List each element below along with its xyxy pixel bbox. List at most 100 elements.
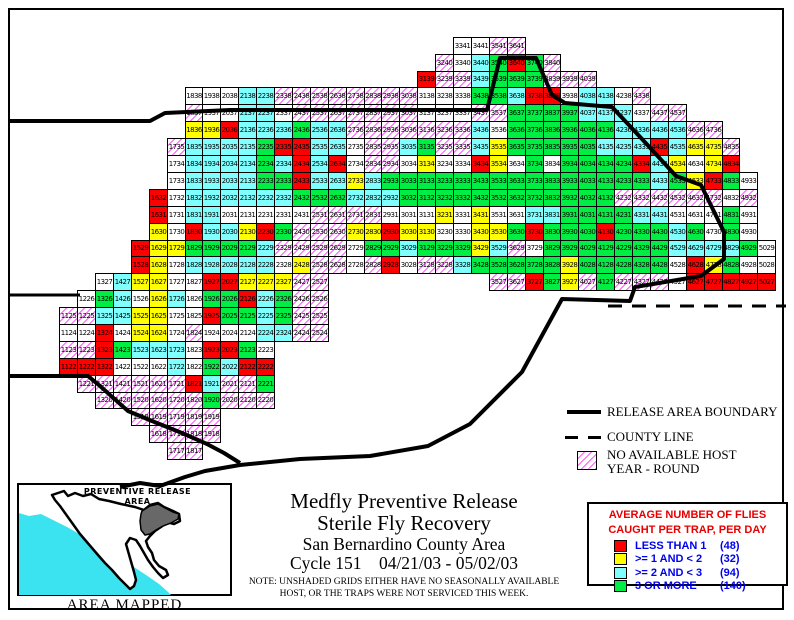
grid-cell-2528: 2528	[310, 256, 329, 274]
grid-cell-2537: 2537	[310, 104, 329, 122]
grid-cell-2033: 2033	[220, 172, 239, 190]
grid-cell-3938: 3938	[560, 87, 579, 105]
grid-cell-2838: 2838	[364, 87, 382, 105]
grid-cell-2226: 2226	[256, 290, 275, 308]
grid-cell-1321: 1321	[95, 375, 114, 393]
grid-cell-1820: 1820	[185, 392, 203, 409]
grid-cell-2334: 2334	[274, 155, 293, 173]
grid-cell-4130: 4130	[596, 223, 615, 241]
grid-cell-4230: 4230	[614, 223, 633, 241]
grid-cell-4327: 4327	[632, 273, 651, 291]
grid-cell-4033: 4033	[578, 172, 597, 190]
fly-legend-item: >= 1 AND < 2 (32)	[589, 553, 786, 566]
grid-cell-3230: 3230	[435, 223, 454, 241]
grid-cell-1732: 1732	[167, 189, 186, 207]
grid-cell-1622: 1622	[149, 358, 168, 376]
grid-cell-3936: 3936	[560, 121, 579, 139]
grid-cell-3037: 3037	[399, 104, 418, 122]
grid-cell-4531: 4531	[668, 206, 687, 224]
grid-cell-1734: 1734	[167, 155, 186, 173]
grid-cell-3630: 3630	[507, 223, 526, 241]
grid-cell-3138: 3138	[417, 87, 436, 105]
grid-cell-4138: 4138	[596, 87, 615, 105]
grid-cell-2235: 2235	[256, 138, 275, 156]
grid-cell-1223: 1223	[77, 341, 96, 359]
county-line-swatch	[565, 436, 603, 439]
grid-cell-2933: 2933	[381, 172, 400, 190]
grid-cell-2028: 2028	[220, 256, 239, 274]
map-title-line1: Medfly Preventive Release	[290, 489, 518, 513]
grid-cell-1628: 1628	[149, 256, 168, 274]
grid-cell-2134: 2134	[238, 155, 257, 173]
grid-cell-3530: 3530	[489, 223, 508, 241]
grid-cell-2133: 2133	[238, 172, 257, 190]
grid-cell-1725: 1725	[167, 307, 186, 325]
grid-cell-1921: 1921	[202, 375, 221, 393]
grid-cell-2829: 2829	[364, 240, 382, 257]
grid-cell-2326: 2326	[274, 290, 293, 308]
grid-cell-2830: 2830	[364, 223, 382, 241]
fly-legend-color-swatch	[614, 566, 627, 579]
grid-cell-3433: 3433	[471, 172, 490, 190]
grid-cell-4330: 4330	[632, 223, 651, 241]
grid-cell-2138: 2138	[238, 87, 257, 105]
grid-cell-4127: 4127	[596, 273, 615, 291]
grid-cell-3640: 3640	[507, 54, 526, 72]
grid-cell-3032: 3032	[399, 189, 418, 207]
grid-cell-3038: 3038	[399, 87, 418, 105]
grid-cell-4135: 4135	[596, 138, 615, 156]
fly-legend-item: >= 2 AND < 3 (94)	[589, 566, 786, 580]
grid-cell-4428: 4428	[650, 256, 669, 274]
grid-cell-4628: 4628	[686, 256, 705, 274]
fly-legend-item-count: (32)	[720, 553, 740, 566]
grid-cell-4134: 4134	[596, 155, 615, 173]
grid-cell-1726: 1726	[167, 290, 186, 308]
grid-cell-4827: 4827	[722, 273, 740, 291]
grid-cell-3527: 3527	[489, 273, 508, 291]
grid-cell-4434: 4434	[650, 155, 669, 173]
grid-cell-3135: 3135	[417, 138, 436, 156]
grid-cell-1830: 1830	[185, 223, 203, 241]
grid-cell-4731: 4731	[704, 206, 723, 224]
grid-cell-3436: 3436	[471, 121, 490, 139]
grid-cell-2020: 2020	[220, 392, 239, 409]
grid-cell-1620: 1620	[149, 392, 168, 409]
inset-area-map	[17, 483, 232, 596]
fly-legend-item-count: (140)	[720, 580, 746, 593]
grid-cell-2530: 2530	[310, 223, 329, 241]
grid-cell-2437: 2437	[292, 104, 311, 122]
grid-cell-4537: 4537	[668, 104, 687, 122]
grid-cell-4334: 4334	[632, 155, 651, 173]
grid-cell-2023: 2023	[220, 341, 239, 359]
grid-cell-3831: 3831	[543, 206, 561, 224]
grid-cell-3935: 3935	[560, 138, 579, 156]
grid-cell-3634: 3634	[507, 155, 526, 173]
grid-cell-2635: 2635	[328, 138, 347, 156]
grid-cell-3328: 3328	[453, 256, 472, 274]
grid-cell-2536: 2536	[310, 121, 329, 139]
grid-cell-2236: 2236	[256, 121, 275, 139]
grid-cell-4530: 4530	[668, 223, 687, 241]
grid-cell-1626: 1626	[149, 290, 168, 308]
grid-cell-3538: 3538	[489, 87, 508, 105]
grid-cell-2131: 2131	[238, 206, 257, 224]
grid-cell-3238: 3238	[435, 87, 454, 105]
grid-cell-2424: 2424	[292, 324, 311, 342]
grid-cell-3736: 3736	[525, 121, 544, 139]
grid-cell-1717: 1717	[167, 442, 186, 460]
grid-cell-3336: 3336	[453, 121, 472, 139]
grid-cell-3928: 3928	[560, 256, 579, 274]
grid-cell-3740: 3740	[525, 54, 544, 72]
grid-cell-2332: 2332	[274, 189, 293, 207]
grid-cell-4635: 4635	[686, 138, 705, 156]
grid-cell-4232: 4232	[614, 189, 633, 207]
grid-cell-3329: 3329	[453, 240, 472, 257]
fly-legend-header-line2: CAUGHT PER TRAP, PER DAY	[608, 524, 767, 536]
grid-cell-3933: 3933	[560, 172, 579, 190]
grid-cell-2636: 2636	[328, 121, 347, 139]
grid-cell-3631: 3631	[507, 206, 526, 224]
grid-cell-1837: 1837	[185, 104, 203, 122]
grid-cell-1926: 1926	[202, 290, 221, 308]
grid-cell-2225: 2225	[256, 307, 275, 325]
grid-cell-3628: 3628	[507, 256, 526, 274]
